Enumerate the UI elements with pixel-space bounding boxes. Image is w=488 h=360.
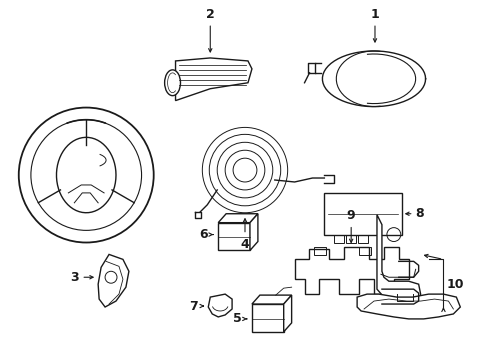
Text: 8: 8	[415, 207, 424, 220]
Text: 10: 10	[446, 278, 463, 291]
Polygon shape	[57, 138, 116, 213]
Polygon shape	[251, 295, 291, 304]
Ellipse shape	[164, 70, 180, 96]
Polygon shape	[356, 294, 459, 319]
Polygon shape	[376, 215, 420, 302]
Polygon shape	[218, 214, 257, 223]
Bar	[251, 304, 283, 332]
Text: 5: 5	[233, 312, 242, 325]
Text: 6: 6	[199, 228, 208, 241]
Bar	[324, 193, 401, 235]
Bar	[358, 247, 370, 255]
Polygon shape	[294, 247, 408, 294]
Text: 2: 2	[205, 8, 214, 21]
Bar	[346, 235, 355, 243]
Text: 9: 9	[346, 209, 355, 222]
Bar	[357, 235, 367, 243]
Polygon shape	[249, 214, 257, 251]
Bar	[314, 247, 325, 255]
Polygon shape	[283, 295, 291, 332]
Text: 4: 4	[240, 238, 249, 251]
Text: 3: 3	[70, 271, 79, 284]
Polygon shape	[175, 58, 251, 100]
Bar	[334, 235, 344, 243]
Text: 7: 7	[189, 300, 198, 312]
Polygon shape	[98, 255, 129, 307]
Text: 1: 1	[370, 8, 379, 21]
Polygon shape	[208, 294, 232, 317]
Bar	[218, 223, 249, 251]
